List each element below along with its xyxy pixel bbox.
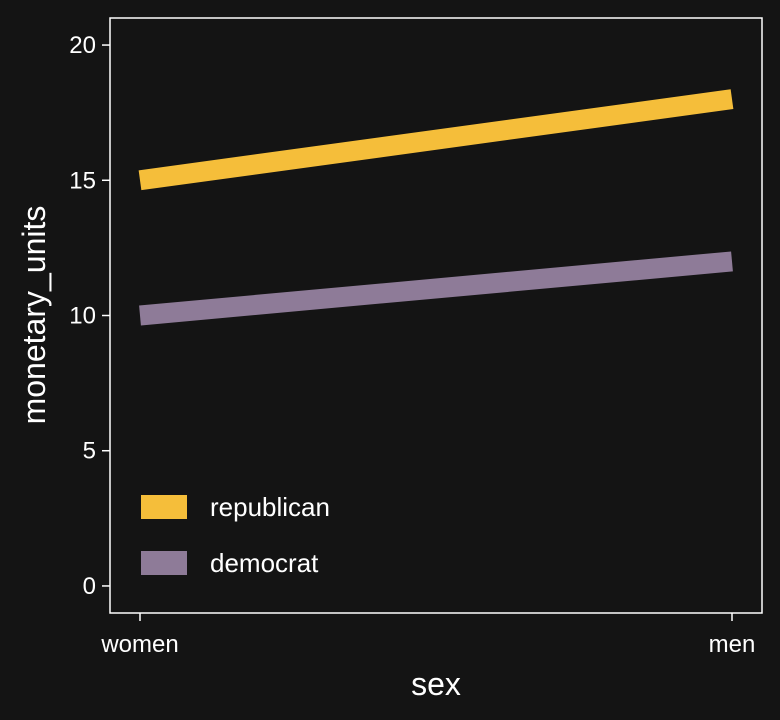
y-tick-label: 10 — [69, 303, 96, 330]
y-tick-label: 15 — [69, 167, 96, 194]
legend-label-democrat: democrat — [210, 548, 319, 578]
x-tick-label: men — [709, 631, 756, 658]
legend: republican democrat — [141, 492, 330, 578]
legend-key-democrat — [141, 551, 187, 575]
series-line-democrat — [139, 251, 733, 326]
series-lines — [138, 89, 734, 326]
x-tick-label: women — [100, 631, 178, 658]
series-line-republican — [138, 89, 734, 191]
legend-label-republican: republican — [210, 492, 330, 522]
y-tick-label: 20 — [69, 32, 96, 59]
y-tick-label: 0 — [83, 573, 96, 600]
legend-key-republican — [141, 495, 187, 519]
y-axis: 0 5 10 15 20 — [69, 32, 110, 600]
x-axis: women men — [100, 613, 755, 658]
y-tick-label: 5 — [83, 438, 96, 465]
x-axis-title: sex — [411, 666, 461, 702]
y-axis-title: monetary_units — [16, 206, 52, 425]
